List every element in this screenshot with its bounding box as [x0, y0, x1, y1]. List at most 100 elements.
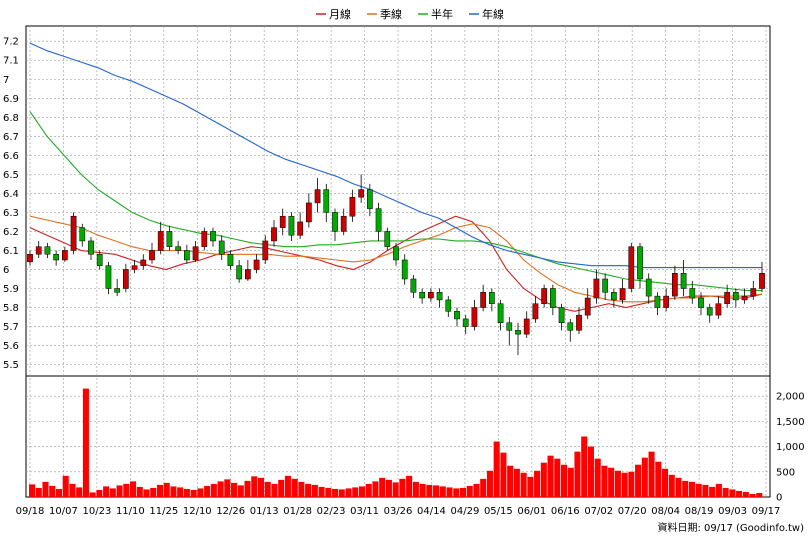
- price-tick-label-11: 6.1: [3, 246, 19, 257]
- volume-bar-102: [715, 483, 722, 497]
- date-tick-label-7: 01/13: [250, 506, 279, 517]
- date-tick-label-13: 04/29: [450, 506, 479, 517]
- candle-body-28: [271, 227, 277, 242]
- volume-bar-2: [42, 481, 49, 497]
- candle-body-31: [297, 221, 304, 236]
- legend-label-1: 季線: [380, 7, 402, 21]
- volume-bar-83: [587, 446, 594, 497]
- date-tick-label-12: 04/14: [417, 506, 446, 517]
- volume-bar-32: [244, 480, 251, 497]
- volume-bar-42: [311, 484, 318, 497]
- candle-body-17: [175, 246, 182, 251]
- candle-body-14: [149, 250, 155, 261]
- candle-body-24: [236, 265, 243, 280]
- candle-body-19: [192, 246, 199, 261]
- price-tick-label-8: 6.4: [3, 189, 19, 200]
- volume-bar-31: [237, 485, 244, 497]
- date-tick-label-1: 10/07: [49, 506, 78, 517]
- volume-bar-58: [419, 483, 426, 497]
- candle-body-41: [384, 231, 391, 247]
- volume-bar-35: [264, 481, 271, 497]
- price-axis-ticks: 7.2 7.1 7 6.9 6.8 6.7 6.6 6.5 6.4 6.3 6.2 6.1 6 5.9 5.…: [3, 37, 19, 371]
- candle-body-22: [218, 240, 225, 255]
- volume-bar-62: [446, 487, 453, 497]
- candle-body-64: [584, 297, 591, 316]
- date-axis-ticks: 09/18 10/07 10/23 11/10 11/25 12/10 12/26 01/13…: [16, 506, 781, 517]
- candle-body-80: [724, 292, 731, 304]
- volume-bar-107: [749, 493, 756, 497]
- candle-body-77: [698, 297, 704, 308]
- volume-bar-44: [325, 487, 332, 497]
- candle-body-46: [427, 292, 434, 299]
- candle-body-21: [210, 231, 216, 242]
- volume-bar-85: [601, 465, 608, 497]
- price-tick-label-13: 5.9: [3, 284, 19, 295]
- volume-bar-104: [729, 489, 736, 497]
- volume-bar-37: [278, 479, 285, 497]
- date-tick-label-10: 03/11: [350, 506, 379, 517]
- candle-body-51: [471, 307, 478, 327]
- volume-bar-28: [217, 481, 224, 497]
- volume-tick-label-0: 2,000: [776, 392, 805, 403]
- volume-bar-0: [29, 484, 36, 497]
- volume-bar-103: [722, 487, 729, 497]
- volume-bar-64: [459, 487, 467, 497]
- volume-bar-13: [116, 485, 123, 497]
- candle-body-15: [157, 231, 164, 251]
- candle-body-10: [114, 288, 121, 293]
- date-tick-label-19: 08/04: [651, 506, 680, 517]
- price-tick-label-6: 6.6: [3, 151, 19, 162]
- date-tick-label-18: 07/20: [618, 506, 647, 517]
- volume-bar-34: [257, 477, 265, 497]
- candle-body-50: [462, 318, 469, 327]
- volume-bar-49: [358, 486, 366, 497]
- volume-bar-11: [103, 486, 110, 497]
- candle-body-29: [279, 215, 286, 228]
- volume-bar-40: [298, 481, 305, 497]
- candle-body-75: [680, 273, 687, 289]
- volume-bar-59: [426, 484, 433, 497]
- candle-body-44: [410, 278, 417, 293]
- date-tick-label-11: 03/26: [384, 506, 413, 517]
- candle-body-37: [349, 196, 356, 217]
- volume-bar-27: [210, 483, 217, 497]
- volume-bar-56: [406, 475, 413, 497]
- volume-bar-53: [385, 479, 392, 497]
- candle-body-6: [79, 227, 86, 242]
- volume-bar-71: [507, 465, 514, 497]
- volume-bar-21: [170, 486, 177, 497]
- volume-bar-97: [682, 480, 689, 497]
- price-tick-label-12: 6: [3, 265, 9, 276]
- volume-tick-label-2: 1,000: [776, 442, 805, 453]
- candle-body-4: [61, 250, 68, 261]
- candle-body-54: [497, 303, 504, 323]
- volume-bar-22: [177, 487, 184, 497]
- candle-body-65: [593, 278, 600, 299]
- volume-bar-61: [439, 486, 446, 497]
- price-tick-label-10: 6.2: [3, 227, 19, 238]
- volume-bar-101: [709, 486, 716, 497]
- volume-bar-98: [688, 481, 695, 497]
- volume-bar-91: [641, 457, 648, 497]
- date-tick-label-4: 11/25: [149, 506, 178, 517]
- date-tick-label-21: 09/03: [718, 506, 747, 517]
- volume-bar-77: [547, 455, 554, 497]
- candle-body-49: [454, 311, 460, 320]
- volume-bar-33: [251, 476, 258, 497]
- candle-body-53: [488, 292, 495, 304]
- candle-body-59: [541, 288, 548, 304]
- candlestick-series: [27, 174, 765, 356]
- candle-body-12: [131, 265, 138, 270]
- candle-body-35: [332, 212, 338, 232]
- volume-axis-ticks: 2,000 1,500 1,000 500 0: [776, 392, 805, 504]
- date-tick-label-14: 05/15: [484, 506, 513, 517]
- candle-body-45: [419, 292, 426, 299]
- date-tick-label-22: 09/17: [752, 506, 781, 517]
- volume-bar-51: [372, 481, 379, 497]
- candle-body-52: [480, 292, 487, 308]
- volume-bar-57: [412, 481, 419, 497]
- legend-label-3: 年線: [482, 7, 504, 21]
- candle-body-26: [253, 259, 260, 270]
- volume-bar-48: [352, 487, 359, 497]
- candle-body-62: [567, 322, 574, 331]
